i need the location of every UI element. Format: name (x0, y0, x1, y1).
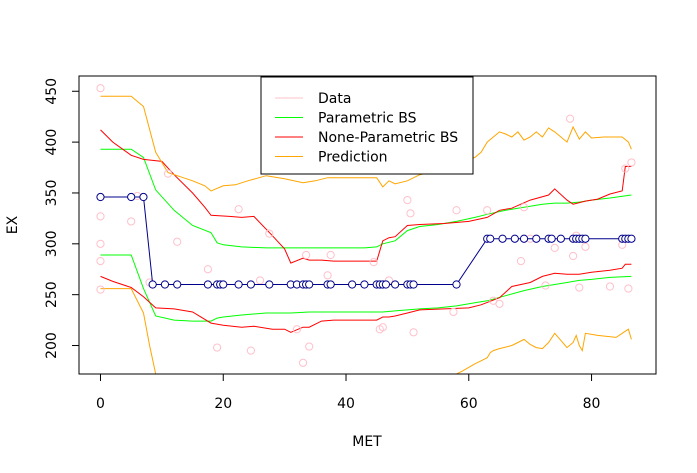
data-point (621, 164, 630, 173)
y-tick-label: 200 (44, 332, 60, 359)
data-point (246, 346, 255, 355)
data-point (96, 239, 105, 248)
fitted-point (203, 280, 213, 289)
fitted-point (96, 192, 105, 202)
data-point (96, 257, 105, 266)
fitted-point (452, 280, 461, 289)
data-point (541, 281, 550, 290)
fitted-point (391, 280, 400, 289)
data-point (581, 242, 590, 251)
x-axis: 0 20 40 60 80 (96, 373, 601, 412)
data-point (234, 205, 243, 214)
fitted-point (219, 280, 228, 289)
data-point (369, 258, 378, 267)
fitted-point (348, 280, 357, 289)
data-point (326, 250, 335, 260)
fitted-point (581, 234, 590, 243)
parametric-bs-lower-line (100, 254, 632, 322)
fitted-point (173, 280, 182, 289)
y-tick-label: 450 (44, 78, 60, 105)
fitted-point (246, 280, 255, 289)
data-point (516, 257, 526, 266)
fitted-point (532, 234, 541, 243)
legend-label-none-parametric-bs: None-Parametric BS (318, 130, 458, 146)
legend: Data Parametric BS None-Parametric BS Predi… (260, 76, 474, 175)
data-point (565, 114, 575, 123)
fitted-point (547, 234, 556, 243)
data-point (203, 265, 213, 274)
fitted-point (556, 234, 565, 243)
fitted-point (627, 234, 636, 243)
fitted-point (326, 280, 335, 289)
data-point (96, 212, 105, 221)
data-point (550, 243, 559, 252)
data-point (213, 343, 222, 352)
data-point (624, 284, 633, 293)
x-tick-label: 80 (583, 396, 601, 412)
data-point (483, 206, 492, 215)
points-layer (96, 84, 636, 367)
data-point (519, 203, 529, 212)
data-point (292, 325, 302, 334)
data-point (173, 237, 182, 246)
none-parametric-bs-lower-line (100, 263, 632, 333)
data-point (298, 358, 308, 367)
x-tick-label: 0 (96, 396, 105, 412)
data-point (569, 251, 578, 261)
data-point (96, 84, 105, 93)
data-point (575, 283, 584, 292)
data-point (305, 342, 314, 351)
data-point (452, 206, 461, 215)
parametric-bs-upper-line (100, 148, 632, 249)
fitted-point (360, 280, 369, 289)
fitted-point (148, 280, 157, 289)
x-tick-label: 40 (337, 396, 355, 412)
fitted-point (519, 234, 529, 243)
legend-label-data: Data (318, 91, 351, 107)
y-tick-label: 250 (44, 281, 60, 308)
data-point (265, 229, 274, 238)
x-tick-label: 20 (214, 396, 232, 412)
prediction-lower-line (100, 288, 632, 374)
legend-box (260, 76, 474, 175)
data-point (409, 328, 418, 337)
fitted-point (139, 192, 148, 202)
data-point (406, 209, 415, 218)
fitted-point (498, 234, 507, 243)
data-point (96, 285, 105, 294)
x-axis-label: MET (352, 434, 382, 450)
data-point (378, 323, 387, 332)
data-point (323, 271, 332, 280)
data-point (495, 299, 504, 308)
fitted-point (486, 234, 495, 243)
y-axis: 200 250 300 350 400 450 (44, 78, 80, 359)
data-point (127, 217, 136, 226)
data-point (403, 195, 412, 205)
fitted-point (510, 234, 519, 243)
fitted-point (234, 280, 243, 289)
data-point (449, 307, 458, 317)
fitted-point (381, 280, 391, 289)
fitted-point (160, 280, 170, 289)
y-tick-label: 350 (44, 180, 60, 207)
fitted-point (127, 192, 136, 202)
legend-label-parametric-bs: Parametric BS (318, 111, 417, 127)
fitted-point (305, 280, 314, 289)
data-point (302, 250, 311, 260)
fitted-point (265, 280, 274, 289)
data-point (163, 169, 173, 178)
y-tick-label: 400 (44, 129, 60, 156)
data-point (627, 158, 636, 167)
x-tick-label: 60 (460, 396, 478, 412)
fitted-point (409, 280, 418, 289)
data-point (605, 282, 615, 291)
y-tick-label: 300 (44, 230, 60, 257)
legend-label-prediction: Prediction (318, 150, 388, 166)
y-axis-label: EX (5, 215, 21, 234)
